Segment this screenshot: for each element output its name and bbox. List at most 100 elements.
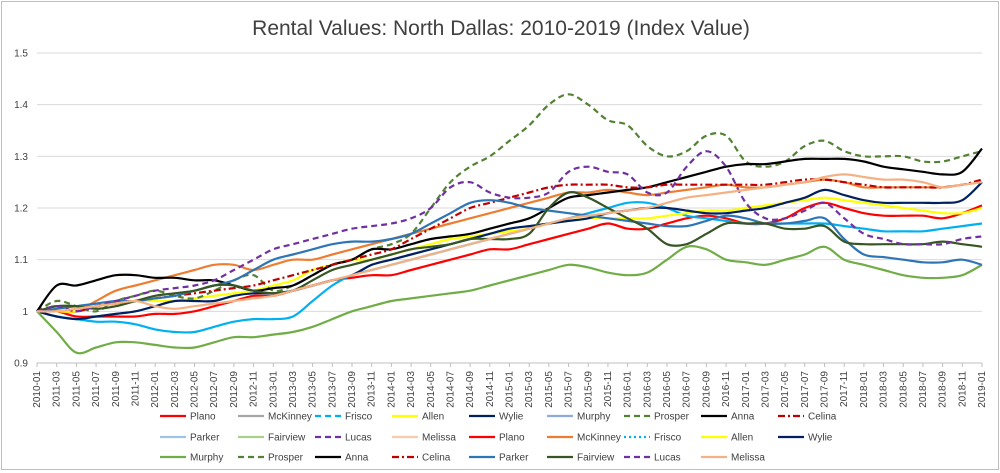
- x-tick-label: 2017-07: [800, 371, 811, 408]
- x-tick-label: 2012-09: [229, 371, 240, 408]
- legend-label: Allen: [422, 412, 444, 423]
- x-tick-label: 2013-01: [268, 371, 279, 408]
- legend-label: Prosper: [268, 453, 304, 464]
- legend-label: Lucas: [654, 453, 681, 464]
- x-tick-label: 2014-11: [485, 371, 496, 407]
- x-tick-label: 2018-05: [898, 371, 909, 408]
- x-tick-label: 2014-01: [386, 371, 397, 408]
- chart-title: Rental Values: North Dallas: 2010-2019 (…: [252, 17, 750, 40]
- legend-label: Parker: [499, 453, 529, 464]
- legend: Plano McKinney Frisco Allen Wylie Murphy Prosp…: [160, 412, 837, 464]
- legend-label: McKinney: [577, 433, 621, 444]
- x-tick-label: 2016-05: [662, 371, 673, 408]
- legend-label: Celina: [808, 412, 837, 423]
- x-tick-label: 2012-01: [150, 371, 161, 408]
- legend-label: Plano: [190, 412, 216, 423]
- x-tick-label: 2011-07: [91, 371, 102, 407]
- legend-label: Murphy: [190, 453, 223, 464]
- x-tick-label: 2017-09: [820, 371, 831, 408]
- y-tick-label: 1.1: [14, 255, 28, 266]
- legend-label: Lucas: [345, 433, 372, 444]
- legend-label: Fairview: [268, 433, 306, 444]
- y-tick-label: 1.4: [14, 100, 28, 111]
- legend-label: Melissa: [422, 433, 456, 444]
- legend-label: Parker: [190, 433, 220, 444]
- x-tick-label: 2018-07: [918, 371, 929, 408]
- legend-label: Wylie: [808, 433, 833, 444]
- x-tick-label: 2012-11: [249, 371, 260, 407]
- series-line-melissa: [36, 173, 983, 313]
- x-tick-label: 2015-09: [583, 371, 594, 408]
- series-line-allen: [37, 196, 983, 313]
- series-line-celina: [36, 178, 983, 313]
- series-line-lucas: [36, 150, 983, 313]
- series-line-murphy: [36, 245, 983, 355]
- x-tick-label: 2013-09: [347, 371, 358, 408]
- legend-label: Frisco: [654, 433, 682, 444]
- x-axis-ticks: 2010-01 2011-03 2011-05 2011-07 2011-09 2011-…: [32, 363, 988, 408]
- x-tick-label: 2018-03: [879, 371, 890, 408]
- x-tick-label: 2011-05: [71, 371, 82, 407]
- legend-label: Fairview: [577, 453, 615, 464]
- x-tick-label: 2016-09: [701, 371, 712, 408]
- x-tick-label: 2015-01: [505, 371, 516, 408]
- x-tick-label: 2018-01: [859, 371, 870, 408]
- series-line-prosper: [36, 93, 983, 313]
- y-tick-label: 1.2: [14, 204, 28, 215]
- series-line-parker: [36, 199, 983, 313]
- series-line-fairview: [36, 191, 983, 313]
- x-tick-label: 2013-07: [327, 371, 338, 408]
- legend-label: Melissa: [731, 453, 765, 464]
- x-tick-label: 2018-09: [938, 371, 949, 408]
- legend-label: McKinney: [268, 412, 312, 423]
- x-tick-label: 2017-03: [760, 371, 771, 408]
- x-tick-label: 2010-01: [32, 371, 43, 408]
- x-tick-label: 2012-07: [209, 371, 220, 408]
- x-tick-label: 2015-07: [564, 371, 575, 408]
- x-tick-label: 2013-05: [308, 371, 319, 408]
- legend-label: Frisco: [345, 412, 373, 423]
- legend-label: Plano: [499, 433, 525, 444]
- x-tick-label: 2016-01: [623, 371, 634, 408]
- series-line-anna: [36, 147, 983, 312]
- x-tick-label: 2017-11: [839, 371, 850, 407]
- legend-label: Allen: [731, 433, 753, 444]
- y-tick-label: 0.9: [14, 359, 28, 370]
- x-tick-label: 2013-11: [367, 371, 378, 407]
- series-line-mckinney: [37, 178, 983, 314]
- legend-label: Wylie: [499, 412, 524, 423]
- x-tick-label: 2011-09: [111, 371, 122, 407]
- series-line-wylie: [36, 181, 983, 321]
- x-tick-label: 2014-07: [445, 371, 456, 408]
- x-tick-label: 2015-05: [544, 371, 555, 408]
- x-tick-label: 2011-03: [52, 371, 63, 407]
- y-tick-label: 1.5: [14, 49, 28, 60]
- y-tick-label: 1: [22, 307, 28, 318]
- x-tick-label: 2011-11: [130, 371, 141, 407]
- series-lines: [36, 93, 983, 355]
- x-tick-label: 2017-05: [780, 371, 791, 408]
- x-tick-label: 2014-03: [406, 371, 417, 408]
- x-tick-label: 2017-01: [741, 371, 752, 408]
- x-tick-label: 2018-11: [957, 371, 968, 407]
- x-tick-label: 2013-03: [288, 371, 299, 408]
- legend-label: Celina: [422, 453, 451, 464]
- x-tick-label: 2014-05: [426, 371, 437, 408]
- legend-label: Murphy: [577, 412, 610, 423]
- x-tick-label: 2015-11: [603, 371, 614, 407]
- x-tick-label: 2016-03: [642, 371, 653, 408]
- x-tick-label: 2019-01: [977, 371, 988, 408]
- x-tick-label: 2015-03: [524, 371, 535, 408]
- x-tick-label: 2016-11: [721, 371, 732, 407]
- legend-label: Anna: [345, 453, 369, 464]
- x-tick-label: 2012-05: [190, 371, 201, 408]
- x-tick-label: 2016-07: [682, 371, 693, 408]
- y-tick-label: 1.3: [14, 152, 28, 163]
- x-tick-label: 2014-09: [465, 371, 476, 408]
- legend-label: Anna: [731, 412, 755, 423]
- legend-label: Prosper: [654, 412, 690, 423]
- x-tick-label: 2012-03: [170, 371, 181, 408]
- y-axis-ticks: 0.9 1 1.1 1.2 1.3 1.4 1.5: [14, 49, 28, 370]
